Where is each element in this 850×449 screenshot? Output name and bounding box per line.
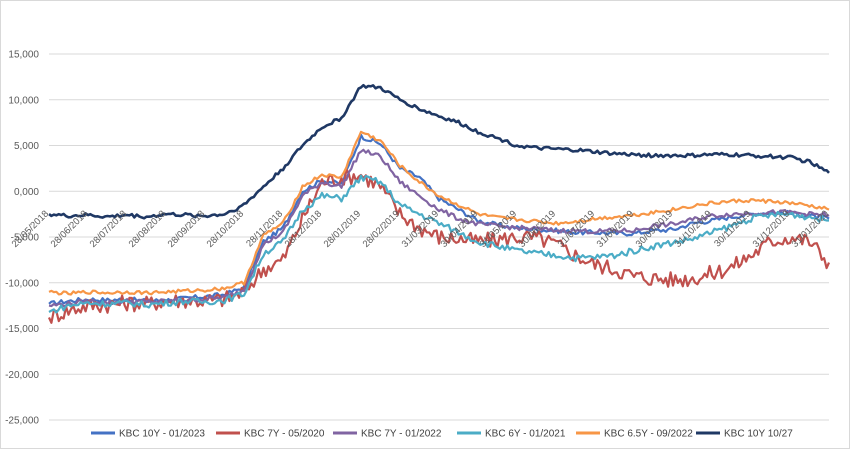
y-tick-label: 5,000 xyxy=(14,141,39,152)
y-tick-label: 10,000 xyxy=(8,95,39,106)
legend-label: KBC 10Y 10/27 xyxy=(724,429,793,440)
legend-label: KBC 6.5Y - 09/2022 xyxy=(604,429,693,440)
series-line xyxy=(48,174,829,314)
y-tick-label: -10,000 xyxy=(5,278,39,289)
gridlines xyxy=(49,53,829,421)
series-lines xyxy=(47,83,831,324)
legend: KBC 10Y - 01/2023 KBC 7Y - 05/2020 KBC 7Y … xyxy=(91,429,793,440)
legend-label: KBC 6Y - 01/2021 xyxy=(485,429,566,440)
legend-label: KBC 7Y - 01/2022 xyxy=(361,429,442,440)
y-tick-label: -20,000 xyxy=(5,370,39,381)
series-line xyxy=(47,168,831,324)
y-tick-label: -15,000 xyxy=(5,324,39,335)
series-line xyxy=(48,130,830,296)
series-line xyxy=(48,133,830,306)
x-tick-label: 28/01/2019 xyxy=(322,208,363,249)
legend-label: KBC 10Y - 01/2023 xyxy=(119,429,205,440)
y-axis-tick-labels: 15,000 10,000 5,000 0,000 -5,000 -10,000 -15,0… xyxy=(5,50,39,427)
legend-label: KBC 7Y - 05/2020 xyxy=(244,429,325,440)
y-tick-label: 15,000 xyxy=(8,50,39,61)
y-tick-label: -5,000 xyxy=(11,233,40,244)
x-tick-label: 28/05/2018 xyxy=(10,208,51,249)
x-tick-label: 28/02/2019 xyxy=(361,208,402,249)
series-line xyxy=(48,83,830,220)
x-tick-label: 30/04/2019 xyxy=(439,208,480,249)
y-tick-label: 0,000 xyxy=(14,187,39,198)
y-tick-label: -25,000 xyxy=(5,416,39,427)
